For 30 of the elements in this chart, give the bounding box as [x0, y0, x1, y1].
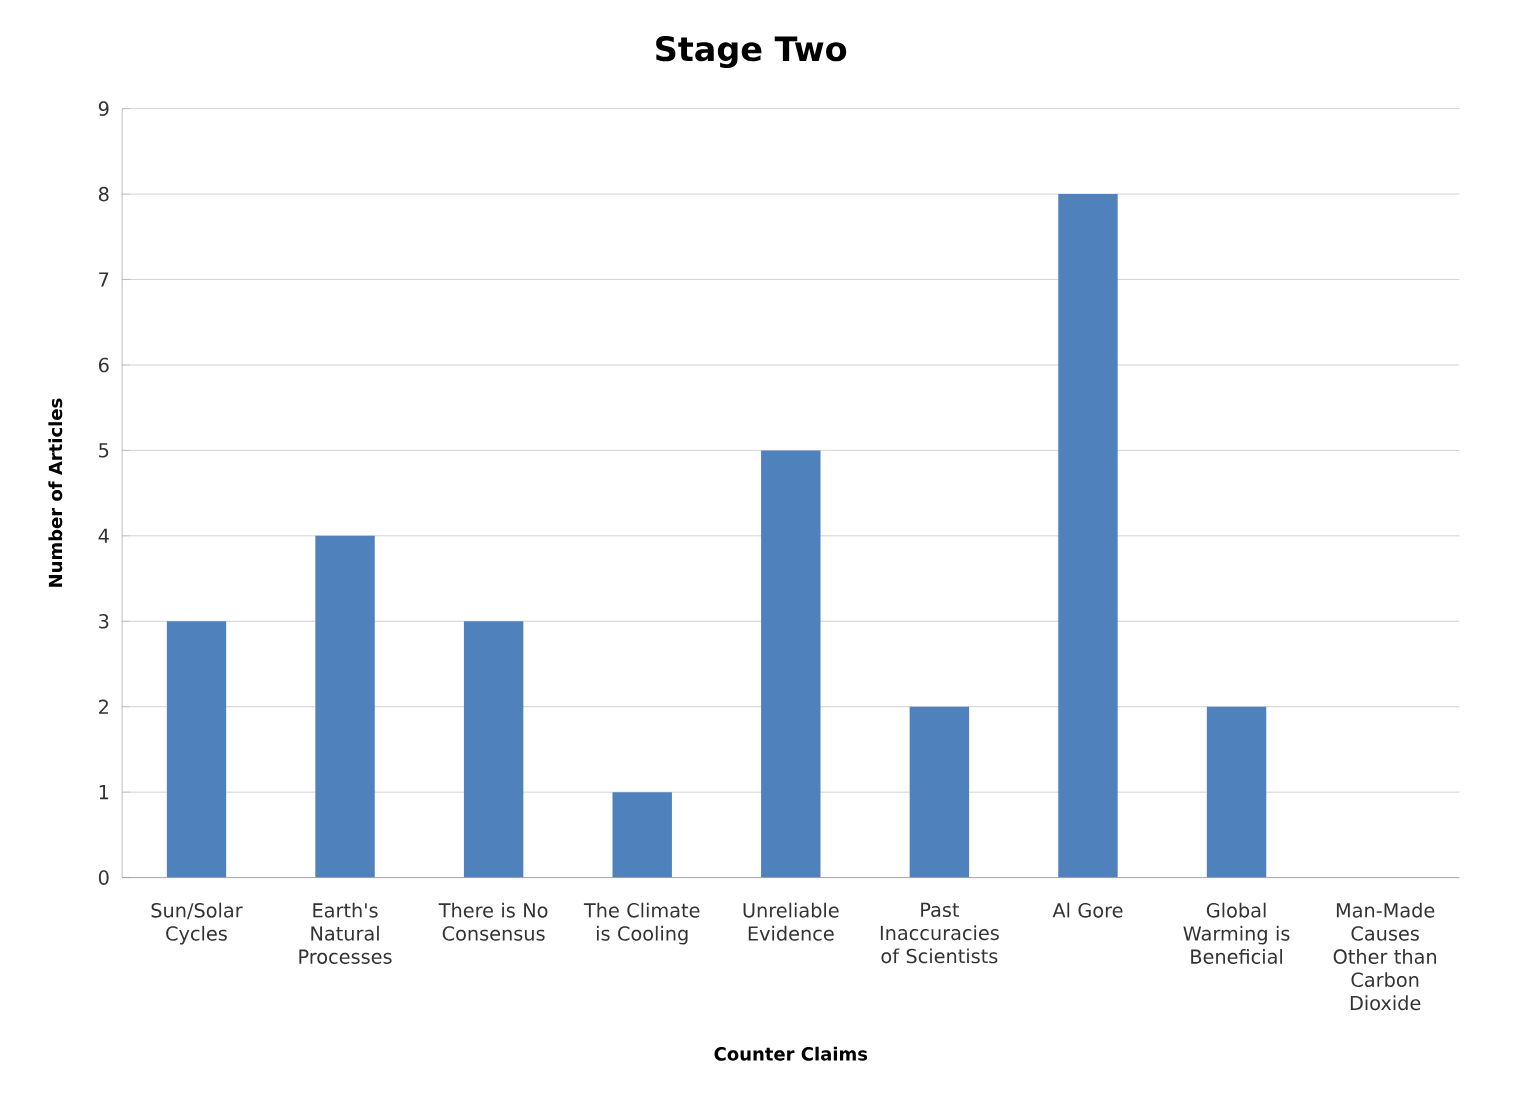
y-tick-label: 9	[98, 101, 109, 117]
x-tick-label: Earth's Natural Processes	[299, 902, 392, 965]
bar	[315, 536, 375, 878]
y-tick-label: 8	[98, 187, 109, 202]
bar	[909, 706, 970, 878]
y-axis-title: Number of Articles	[48, 398, 63, 588]
bar	[463, 621, 524, 878]
x-tick-label: Unreliable Evidence	[743, 902, 839, 942]
x-tick-label: Al Gore	[1052, 902, 1123, 918]
chart-title: Stage Two	[656, 36, 847, 69]
y-tick-label: 1	[99, 785, 109, 800]
x-tick-label: Man-Made Causes Other than Carbon Dioxide	[1333, 902, 1437, 1011]
x-tick-label: The Climate is Cooling	[583, 902, 700, 945]
y-tick-label: 5	[99, 443, 109, 458]
x-axis-title: Counter Claims	[714, 1047, 868, 1061]
bar	[166, 621, 227, 878]
x-tick-label: Global Warming is Beneficial	[1183, 902, 1290, 965]
y-tick-label: 2	[99, 699, 108, 715]
x-tick-label: Past Inaccuracies of Scientists	[880, 902, 999, 964]
bar	[1058, 194, 1118, 878]
bar	[612, 792, 672, 878]
y-tick-label: 0	[98, 870, 109, 886]
y-tick-label: 3	[99, 614, 109, 629]
y-tick-label: 4	[98, 529, 109, 544]
bar	[1206, 706, 1267, 878]
x-tick-label: There is No Consensus	[438, 902, 548, 942]
x-tick-label: Sun/Solar Cycles	[151, 902, 243, 945]
y-tick-label: 7	[99, 272, 109, 287]
y-tick-label: 6	[98, 357, 109, 373]
bar	[761, 450, 821, 878]
